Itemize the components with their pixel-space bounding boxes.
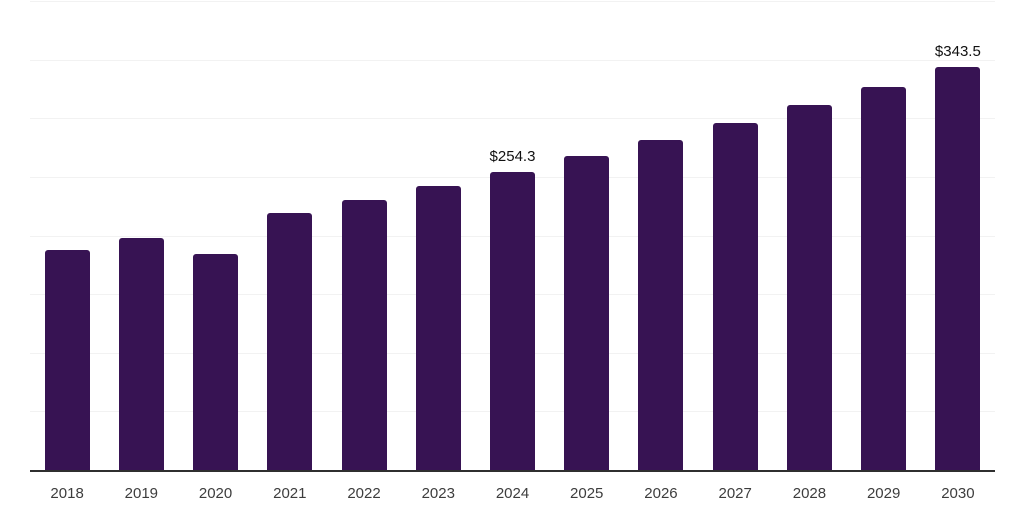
gridline	[30, 59, 995, 61]
x-axis-label-2021: 2021	[273, 485, 307, 502]
gridline	[30, 0, 995, 2]
bar-2023	[415, 186, 461, 470]
x-axis-label-2022: 2022	[347, 485, 381, 502]
x-axis-label-2029: 2029	[866, 485, 901, 502]
x-axis-label-2018: 2018	[50, 485, 84, 502]
x-axis-label-2027: 2027	[718, 485, 752, 502]
x-axis-label-2026: 2026	[644, 485, 678, 502]
x-axis-label-2023: 2023	[421, 485, 455, 502]
gridline	[30, 118, 995, 120]
x-axis-line	[30, 470, 995, 472]
x-axis-label-2025: 2025	[570, 485, 604, 502]
x-axis-label-2024: 2024	[495, 485, 530, 502]
bar-2028	[786, 105, 832, 470]
bar-2026	[638, 140, 684, 470]
data-label-2030: $343.5	[934, 43, 981, 61]
bar-2020	[193, 254, 239, 470]
bar-2022	[341, 199, 387, 470]
bar-2029	[861, 86, 907, 470]
bar-2027	[712, 123, 758, 470]
x-axis-label-2030: 2030	[941, 485, 975, 502]
bar-2021	[267, 213, 313, 470]
data-label-2024: $254.3	[489, 147, 536, 165]
bar-2024	[490, 171, 535, 470]
bar-2019	[118, 238, 164, 470]
bar-2018	[44, 250, 90, 470]
x-axis-label-2019: 2019	[124, 485, 159, 502]
x-axis-label-2020: 2020	[198, 485, 233, 502]
bar-2025	[564, 156, 610, 470]
bar-2030	[935, 67, 981, 470]
x-axis-label-2028: 2028	[792, 485, 827, 502]
